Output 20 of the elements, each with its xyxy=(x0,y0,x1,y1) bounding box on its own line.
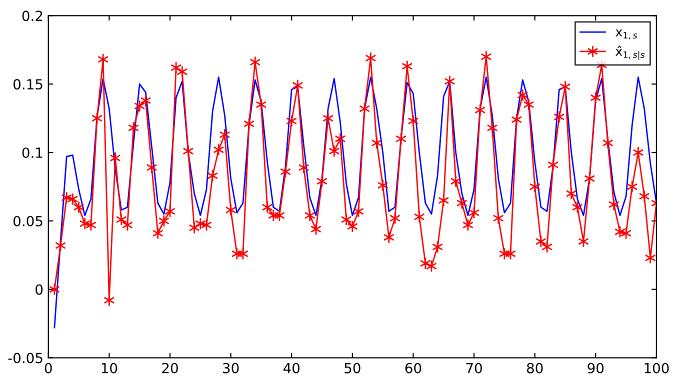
x-tick-label: 40 xyxy=(283,362,300,374)
legend-label: x̂$_{1,s|s}$ xyxy=(616,46,645,60)
x-tick-label: 100 xyxy=(644,362,669,374)
y-tick-label: 0.15 xyxy=(14,79,42,90)
x-tick-label: 70 xyxy=(466,362,482,374)
y-tick-label: 0.2 xyxy=(22,10,42,22)
y-tick-label: -0.05 xyxy=(8,352,42,364)
x-tick-label: 60 xyxy=(405,362,422,374)
legend-label: x$_{1,s}$ xyxy=(616,30,638,40)
y-tick-label: 0.1 xyxy=(22,147,42,158)
y-tick-label: 0 xyxy=(36,284,43,295)
x-tick-label: 90 xyxy=(588,362,604,374)
y-tick-label: 0.05 xyxy=(14,216,42,226)
x-tick-label: 50 xyxy=(344,362,360,374)
x-tick-label: 30 xyxy=(223,362,239,374)
line-series xyxy=(54,76,656,328)
x-tick-label: 10 xyxy=(102,362,118,374)
x-tick-label: 80 xyxy=(526,362,543,374)
x-tick-label: 0 xyxy=(44,362,52,374)
x-tick-label: 20 xyxy=(162,362,178,374)
